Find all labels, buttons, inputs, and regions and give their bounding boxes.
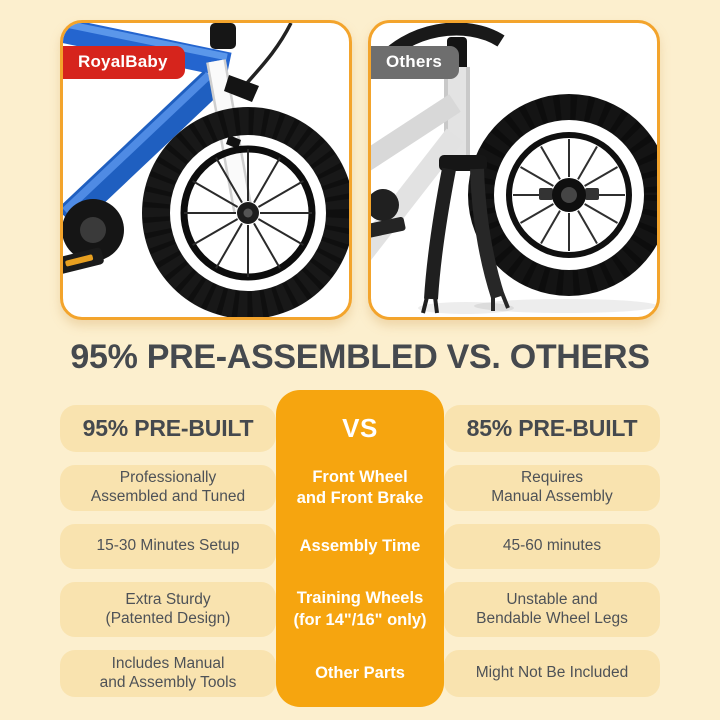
feature-label-assembly-time: Assembly Time [299,536,421,555]
left-column-header: 95% PRE-BUILT [60,405,276,452]
royalbaby-value-assembly-time: 15-30 Minutes Setup [60,524,276,569]
right-column-header: 85% PRE-BUILT [444,405,660,452]
others-value-assembly-time: 45-60 minutes [444,524,660,569]
feature-label-other-parts: Other Parts [315,663,405,682]
others-bike-illustration [371,23,657,314]
royalbaby-value-front-wheel: Professionally Assembled and Tuned [60,465,276,511]
table-row: Extra Sturdy (Patented Design) Training … [60,582,660,637]
royalbaby-product-card: RoyalBaby [60,20,352,320]
others-value-other-parts: Might Not Be Included [444,650,660,697]
headline: 95% PRE-ASSEMBLED VS. OTHERS [70,338,650,376]
others-value-front-wheel: Requires Manual Assembly [444,465,660,511]
vs-header: VS [342,412,378,443]
product-image-row: RoyalBaby [60,20,660,320]
table-row: 15-30 Minutes Setup Assembly Time 45-60 … [60,524,660,569]
royalbaby-value-training-wheels: Extra Sturdy (Patented Design) [60,582,276,637]
others-value-training-wheels: Unstable and Bendable Wheel Legs [444,582,660,637]
others-badge: Others [371,46,459,79]
feature-label-training-wheels: Training Wheels (for 14"/16" only) [293,589,427,629]
table-header-row: 95% PRE-BUILT VS 85% PRE-BUILT [60,405,660,452]
royalbaby-value-other-parts: Includes Manual and Assembly Tools [60,650,276,697]
comparison-table: 95% PRE-BUILT VS 85% PRE-BUILT Professio… [60,390,660,707]
table-row: Includes Manual and Assembly Tools Other… [60,650,660,697]
feature-label-front-wheel: Front Wheel and Front Brake [296,467,424,507]
table-row: Professionally Assembled and Tuned Front… [60,465,660,511]
vs-column-background [276,390,444,707]
others-product-card: Others [368,20,660,320]
royalbaby-brand-badge: RoyalBaby [63,46,185,79]
